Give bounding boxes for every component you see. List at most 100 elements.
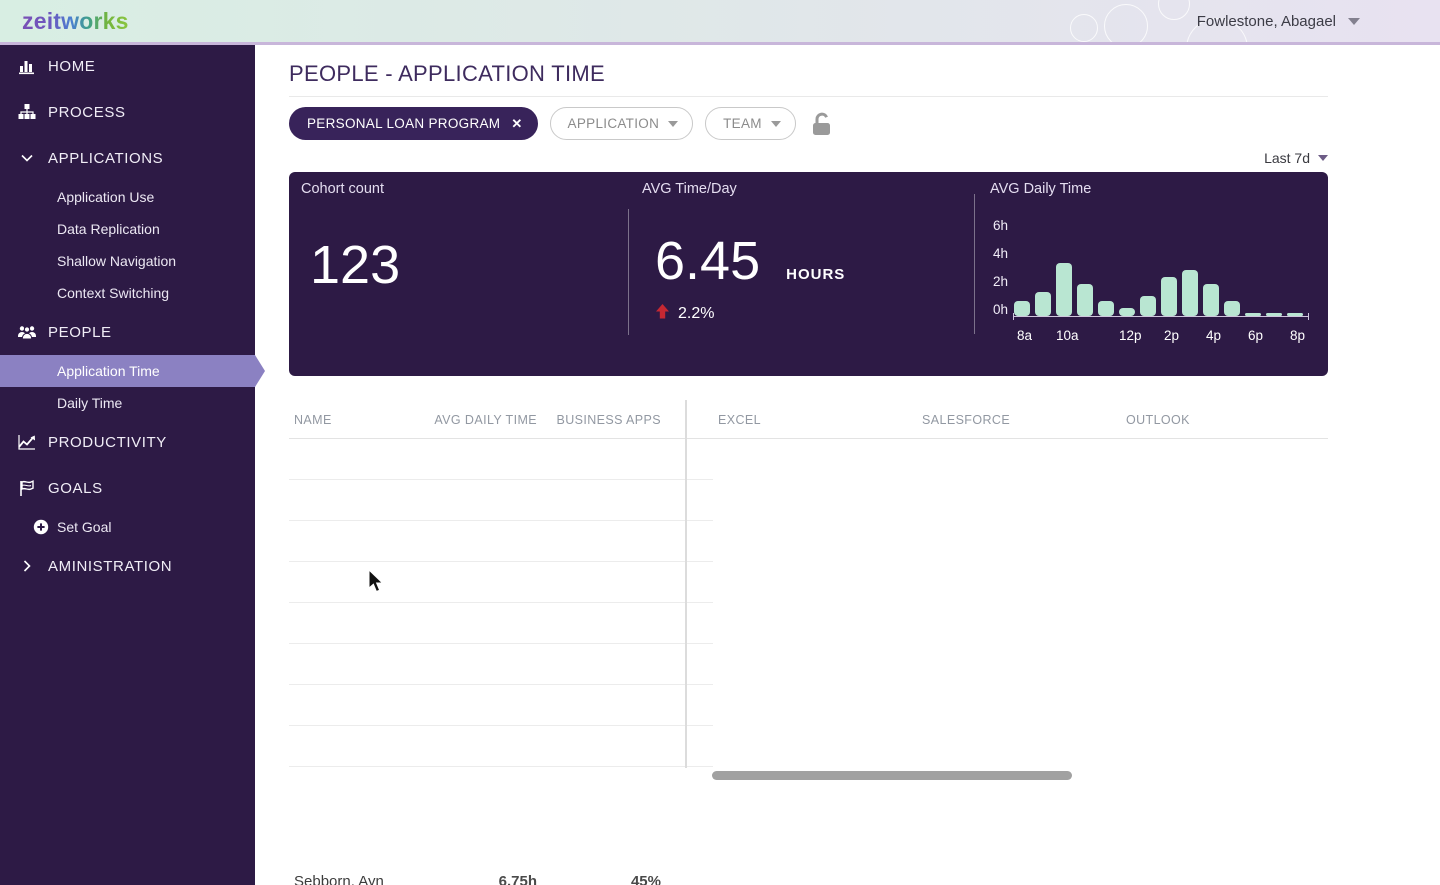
x-tick: 8p	[1287, 328, 1308, 343]
sitemap-icon	[17, 103, 37, 121]
sidebar-item-context-switching[interactable]: Context Switching	[0, 277, 255, 309]
y-tick: 0h	[968, 296, 1008, 324]
user-name: Fowlestone, Abagael	[1197, 13, 1336, 30]
time-range-selector[interactable]: Last 7d	[289, 149, 1328, 166]
filter-chip-personal-loan-program[interactable]: PERSONAL LOAN PROGRAM ✕	[289, 107, 538, 140]
app-root: zeitworks Fowlestone, Abagael HOME PROCE…	[0, 0, 1440, 885]
decorative-circle	[1158, 0, 1190, 20]
sub-item-label: Daily Time	[57, 395, 122, 411]
table-row[interactable]: Sebborn, Ayn 6.75h 45% 5.4 hrs 6.5 hrs 5…	[289, 439, 1328, 480]
table-row[interactable]: Le Lievre, Lyndsie 7.50h 73% 4.5 hrs 4.7…	[289, 685, 1328, 726]
time-range-label: Last 7d	[1264, 150, 1310, 166]
sidebar-item-label: GOALS	[48, 480, 103, 497]
sidebar-item-label: APPLICATIONS	[48, 150, 163, 167]
decorative-circle	[1070, 14, 1098, 42]
sidebar-item-data-replication[interactable]: Data Replication	[0, 213, 255, 245]
bar-chart-icon	[17, 57, 37, 75]
remove-filter-icon[interactable]: ✕	[511, 116, 522, 132]
cohort-count-value: 123	[310, 238, 400, 292]
sidebar-item-application-time[interactable]: Application Time	[0, 355, 255, 387]
sidebar-item-daily-time[interactable]: Daily Time	[0, 387, 255, 419]
outlook-range-cell: 4.2 hrs 4.5 hrs	[1121, 726, 1440, 885]
chart-x-axis-labels: 8a10a12p2p4p6p8p	[1014, 328, 1308, 343]
person-name[interactable]: Sebborn, Ayn	[294, 873, 384, 885]
table-row[interactable]: Janout, Mattheus 5.95h 57% 4.7 hrs 5.1 h…	[289, 562, 1328, 603]
daily-time-chart-title: AVG Daily Time	[990, 181, 1091, 197]
plus-circle-icon	[33, 519, 49, 535]
sidebar-item-set-goal[interactable]: Set Goal	[0, 511, 255, 543]
chart-bar	[1161, 277, 1177, 316]
avg-time-value: 6.45	[655, 234, 760, 288]
table-row[interactable]: Mollett, Wally 7.25h 63% 5.3 hrs 6.3 hrs…	[289, 480, 1328, 521]
chart-bar	[1203, 284, 1219, 316]
column-header-salesforce: SALESFORCE	[917, 413, 1121, 427]
chart-bar	[1119, 308, 1135, 316]
table-header-row: NAME AVG DAILY TIME BUSINESS APPS EXCEL …	[289, 402, 1328, 439]
chevron-down-icon	[17, 154, 37, 162]
chart-bar	[1224, 301, 1240, 316]
card-divider	[628, 209, 629, 335]
sidebar-item-shallow-navigation[interactable]: Shallow Navigation	[0, 245, 255, 277]
y-tick: 6h	[968, 212, 1008, 240]
x-tick	[1224, 328, 1245, 343]
sidebar-item-people[interactable]: PEOPLE	[0, 309, 255, 355]
filter-dropdown-label: TEAM	[723, 116, 762, 131]
horizontal-scrollbar-thumb[interactable]	[712, 771, 1072, 780]
table-column-divider	[685, 400, 687, 768]
chart-bar	[1098, 301, 1114, 316]
sidebar-item-application-use[interactable]: Application Use	[0, 181, 255, 213]
column-header-outlook: OUTLOOK	[1121, 413, 1328, 427]
filter-dropdown-application[interactable]: APPLICATION	[550, 107, 694, 140]
x-tick	[1077, 328, 1098, 343]
chevron-down-icon	[1318, 155, 1328, 161]
chevron-down-icon	[771, 121, 781, 127]
user-account-menu[interactable]: Fowlestone, Abagael	[1197, 0, 1360, 42]
trend-chart-icon	[17, 434, 37, 450]
zeitworks-logo: zeitworks	[22, 8, 129, 35]
filter-dropdown-team[interactable]: TEAM	[705, 107, 796, 140]
sidebar-item-goals[interactable]: GOALS	[0, 465, 255, 511]
main-content: PEOPLE - APPLICATION TIME PERSONAL LOAN …	[255, 42, 1440, 885]
page-title: PEOPLE - APPLICATION TIME	[289, 55, 1328, 97]
table-row[interactable]: Learoyde, Alane 7.65h 77% 4.2 hrs 4.5 hr…	[289, 726, 1328, 767]
table-row[interactable]: Michel, Barbette 6.21h 64% 4.0 hrs 5.0 h…	[289, 644, 1328, 685]
unlock-icon[interactable]	[810, 111, 833, 137]
flag-icon	[17, 480, 37, 497]
x-tick	[1182, 328, 1203, 343]
sidebar-item-productivity[interactable]: PRODUCTIVITY	[0, 419, 255, 465]
chevron-right-icon	[17, 560, 37, 572]
chevron-down-icon	[1348, 18, 1360, 25]
x-tick	[1098, 328, 1119, 343]
sidebar-item-home[interactable]: HOME	[0, 43, 255, 89]
sub-item-label: Application Time	[57, 363, 160, 379]
sidebar-item-process[interactable]: PROCESS	[0, 89, 255, 135]
x-tick	[1266, 328, 1287, 343]
avg-time-delta: 2.2%	[678, 305, 714, 323]
decorative-circle	[1104, 4, 1148, 45]
avg-time-label: AVG Time/Day	[642, 181, 737, 197]
people-icon	[17, 324, 37, 340]
chart-x-axis	[1013, 316, 1309, 317]
filter-dropdown-label: APPLICATION	[568, 116, 660, 131]
sidebar-item-applications[interactable]: APPLICATIONS	[0, 135, 255, 181]
sidebar-item-aministration[interactable]: AMINISTRATION	[0, 543, 255, 589]
arrow-up-icon	[655, 304, 670, 324]
column-header-excel: EXCEL	[713, 413, 917, 427]
y-tick: 4h	[968, 240, 1008, 268]
sidebar-item-label: HOME	[48, 58, 95, 75]
people-table: NAME AVG DAILY TIME BUSINESS APPS EXCEL …	[289, 402, 1328, 767]
filter-bar: PERSONAL LOAN PROGRAM ✕ APPLICATION TEAM	[289, 107, 1440, 140]
table-row[interactable]: Geldard, Timothea 7.35h 69% 4.6 hrs 6.2 …	[289, 521, 1328, 562]
sidebar-item-label: PRODUCTIVITY	[48, 434, 167, 451]
chevron-down-icon	[668, 121, 678, 127]
table-row[interactable]: Chatteris, Milissent 5.25h 51% 4.4 hrs 5…	[289, 603, 1328, 644]
sidebar-item-label: PROCESS	[48, 104, 126, 121]
sidebar-item-label: PEOPLE	[48, 324, 112, 341]
sub-item-label: Data Replication	[57, 221, 160, 237]
sub-item-label: Shallow Navigation	[57, 253, 176, 269]
top-header-bar: zeitworks Fowlestone, Abagael	[0, 0, 1440, 45]
chart-bar	[1077, 284, 1093, 316]
y-tick: 2h	[968, 268, 1008, 296]
sub-item-label: Application Use	[57, 189, 154, 205]
table-body: Sebborn, Ayn 6.75h 45% 5.4 hrs 6.5 hrs 5…	[289, 439, 1328, 767]
